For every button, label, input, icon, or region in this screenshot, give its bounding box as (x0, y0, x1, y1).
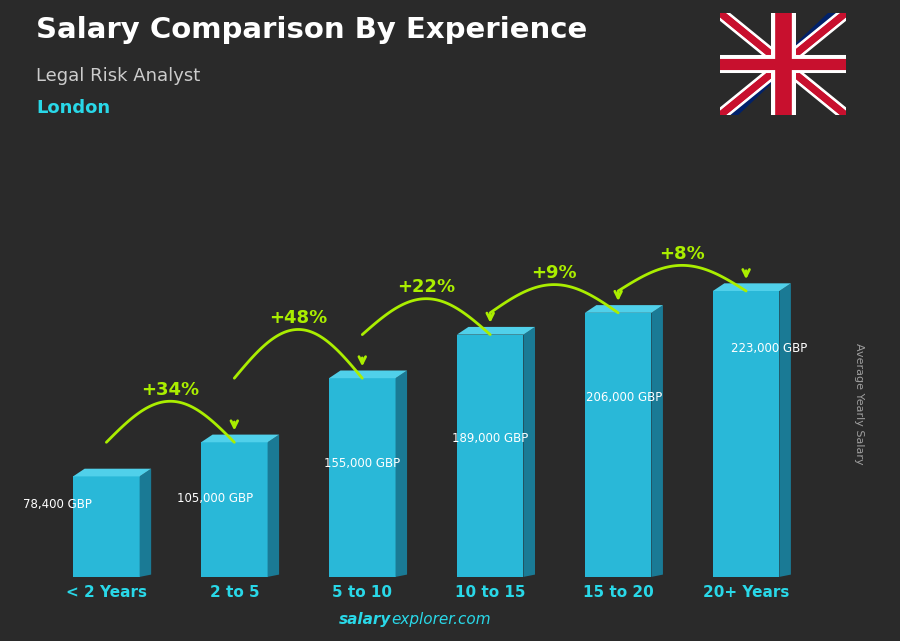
Text: +8%: +8% (660, 245, 705, 263)
Polygon shape (779, 283, 791, 577)
Text: Legal Risk Analyst: Legal Risk Analyst (36, 67, 200, 85)
Text: salary: salary (339, 612, 392, 627)
Text: Average Yearly Salary: Average Yearly Salary (854, 343, 865, 465)
Text: 189,000 GBP: 189,000 GBP (452, 432, 528, 445)
Polygon shape (267, 435, 279, 577)
Polygon shape (140, 469, 151, 577)
Polygon shape (524, 327, 535, 577)
Polygon shape (201, 442, 267, 577)
Text: 223,000 GBP: 223,000 GBP (731, 342, 807, 354)
Text: 206,000 GBP: 206,000 GBP (587, 391, 662, 404)
Polygon shape (73, 469, 151, 476)
Text: 155,000 GBP: 155,000 GBP (324, 457, 400, 470)
Text: 78,400 GBP: 78,400 GBP (23, 498, 92, 511)
Text: 105,000 GBP: 105,000 GBP (177, 492, 253, 505)
Polygon shape (329, 370, 407, 378)
Polygon shape (457, 327, 535, 335)
Polygon shape (395, 370, 407, 577)
Polygon shape (585, 305, 663, 313)
Polygon shape (73, 476, 140, 577)
Polygon shape (713, 283, 791, 291)
Text: London: London (36, 99, 110, 117)
Text: explorer.com: explorer.com (392, 612, 491, 627)
Polygon shape (457, 335, 524, 577)
Text: +34%: +34% (141, 381, 200, 399)
Text: +9%: +9% (531, 264, 577, 282)
Text: Salary Comparison By Experience: Salary Comparison By Experience (36, 16, 587, 44)
Polygon shape (720, 13, 846, 115)
Polygon shape (585, 313, 652, 577)
Polygon shape (713, 291, 779, 577)
Polygon shape (201, 435, 279, 442)
Polygon shape (329, 378, 395, 577)
Text: +22%: +22% (397, 278, 455, 296)
Text: +48%: +48% (269, 309, 328, 327)
Polygon shape (652, 305, 663, 577)
